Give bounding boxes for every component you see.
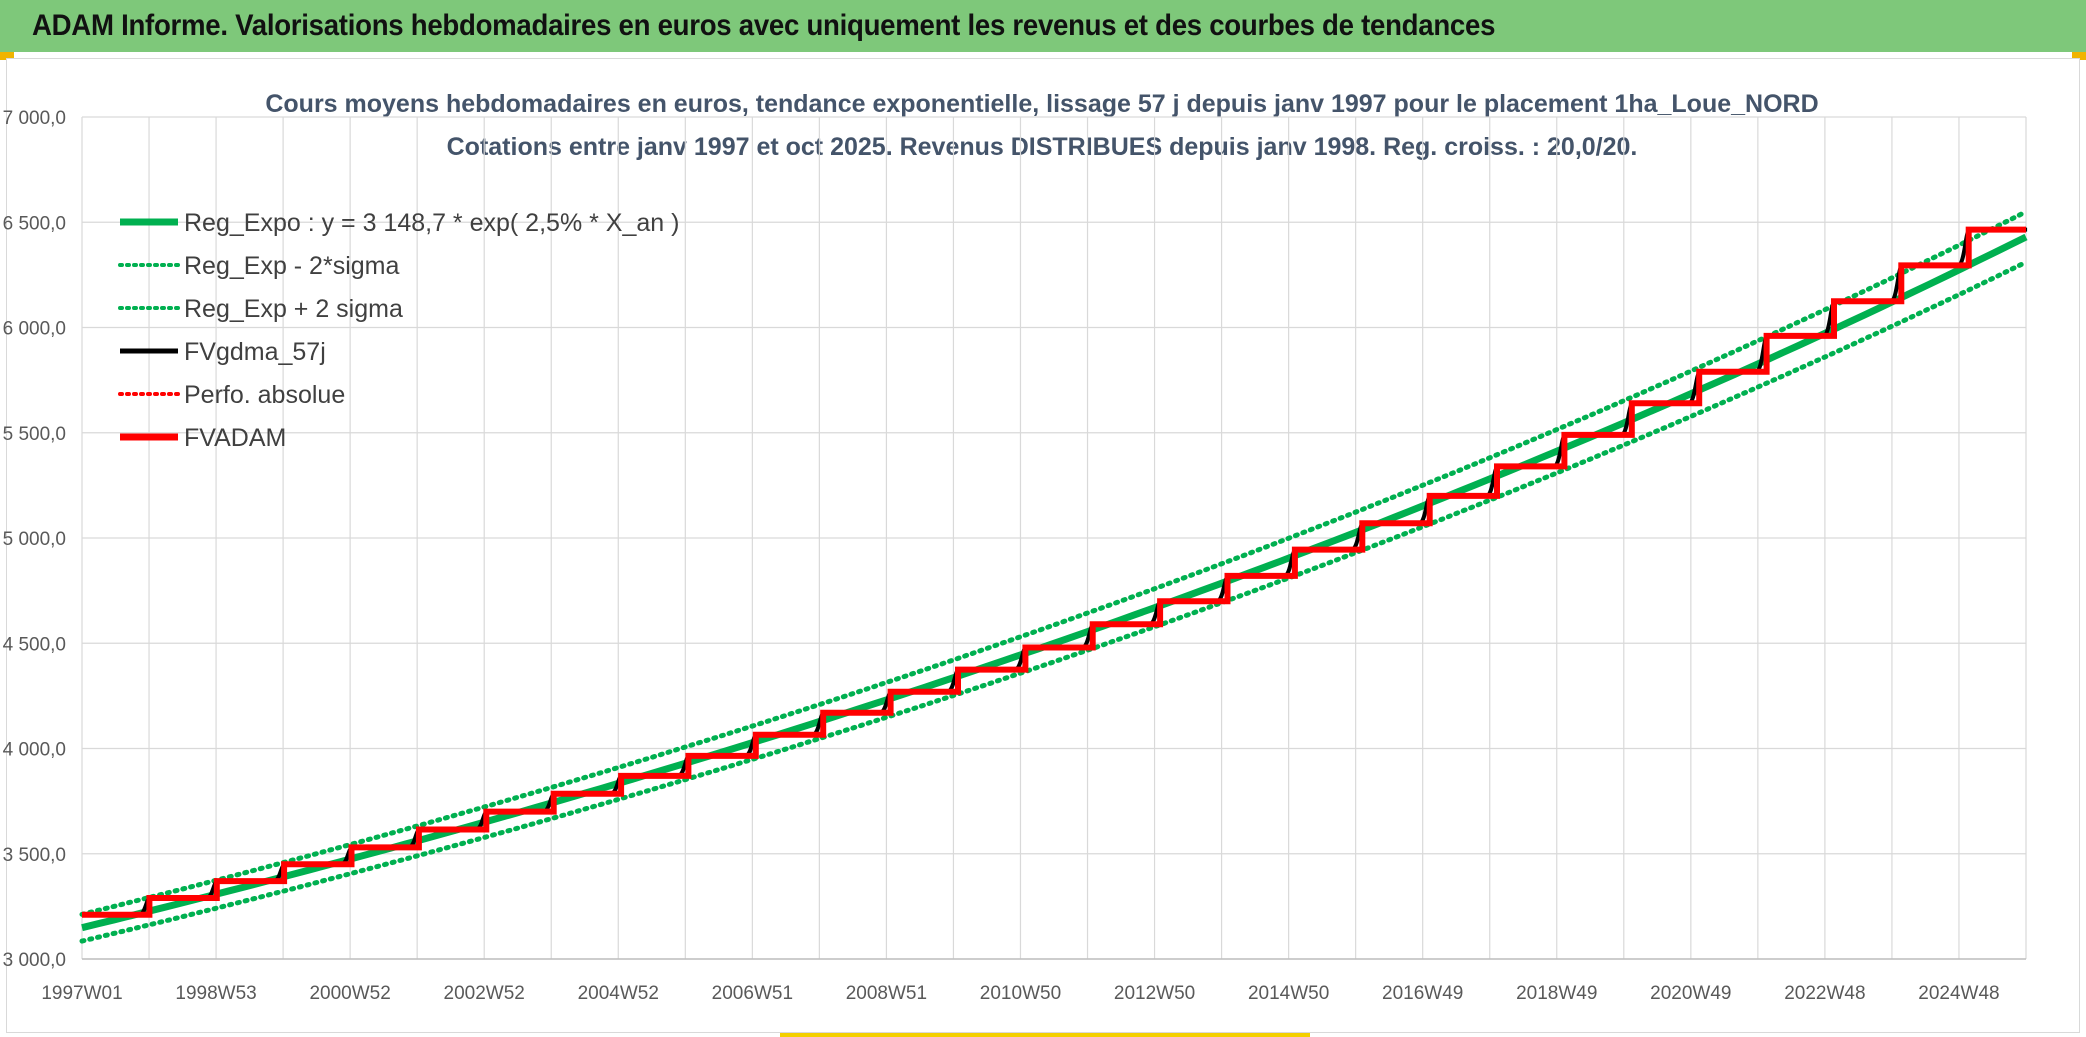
x-tick-label: 2006W51 bbox=[712, 983, 793, 1004]
legend-label: Perfo. absolue bbox=[184, 381, 345, 409]
y-tick-label: 7 000,0 bbox=[3, 108, 66, 129]
x-tick-label: 2020W49 bbox=[1650, 983, 1731, 1004]
series-reg-expo bbox=[81, 233, 2028, 932]
chart-title-line-1: Cours moyens hebdomadaires en euros, ten… bbox=[265, 90, 1818, 118]
grid-layer bbox=[81, 116, 2027, 960]
report-title: ADAM Informe. Valorisations hebdomadaire… bbox=[32, 9, 1496, 42]
y-tick-label: 5 500,0 bbox=[3, 424, 66, 445]
y-tick-label: 4 500,0 bbox=[3, 634, 66, 655]
x-tick-label: 2000W52 bbox=[309, 983, 390, 1004]
y-tick-label: 6 000,0 bbox=[3, 319, 66, 340]
x-tick-label: 1997W01 bbox=[41, 983, 122, 1004]
x-tick-label: 2024W48 bbox=[1918, 983, 1999, 1004]
legend-label: Reg_Exp - 2*sigma bbox=[184, 252, 399, 280]
x-tick-label: 2016W49 bbox=[1382, 983, 1463, 1004]
x-tick-label: 1998W53 bbox=[175, 983, 256, 1004]
legend-entry: Reg_Exp + 2 sigma bbox=[118, 295, 403, 323]
series-reg-exp-minus-2sigma bbox=[79, 259, 2029, 944]
series-fvgdma-57j bbox=[82, 227, 2028, 917]
series-layer bbox=[79, 209, 2029, 944]
legend-label: FVgdma_57j bbox=[184, 338, 326, 366]
y-tick-label: 4 000,0 bbox=[3, 740, 66, 761]
y-tick-label: 3 000,0 bbox=[3, 950, 66, 971]
legend-label: Reg_Expo : y = 3 148,7 * exp( 2,5% * X_a… bbox=[184, 209, 679, 237]
axis-layer: 3 000,0 3 500,0 4 000,0 4 500,0 5 000,0 5 500… bbox=[3, 108, 2026, 1004]
legend-entry: Reg_Expo : y = 3 148,7 * exp( 2,5% * X_a… bbox=[120, 209, 679, 237]
chart-title-line-2: Cotations entre janv 1997 et oct 2025. R… bbox=[447, 133, 1638, 161]
banner-corner-right bbox=[2072, 52, 2086, 60]
x-tick-label: 2014W50 bbox=[1248, 983, 1329, 1004]
x-tick-label: 2004W52 bbox=[578, 983, 659, 1004]
legend-entry: FVADAM bbox=[120, 424, 286, 452]
legend-entry: Reg_Exp - 2*sigma bbox=[118, 252, 399, 280]
x-tick-label: 2002W52 bbox=[444, 983, 525, 1004]
chart-panel bbox=[6, 58, 2080, 1033]
legend-label: Reg_Exp + 2 sigma bbox=[184, 295, 403, 323]
x-tick-label: 2008W51 bbox=[846, 983, 927, 1004]
legend-entry: Perfo. absolue bbox=[118, 381, 345, 409]
y-tick-label: 5 000,0 bbox=[3, 529, 66, 550]
x-tick-label: 2018W49 bbox=[1516, 983, 1597, 1004]
legend-label: FVADAM bbox=[184, 424, 286, 452]
series-reg-exp-plus-2sigma bbox=[79, 209, 2029, 917]
y-tick-label: 3 500,0 bbox=[3, 845, 66, 866]
legend: Reg_Expo : y = 3 148,7 * exp( 2,5% * X_a… bbox=[118, 209, 679, 452]
x-tick-label: 2012W50 bbox=[1114, 983, 1195, 1004]
y-tick-label: 6 500,0 bbox=[3, 213, 66, 234]
x-tick-label: 2022W48 bbox=[1784, 983, 1865, 1004]
bottom-accent-strip bbox=[780, 1033, 1310, 1037]
series-fvadam bbox=[82, 226, 2026, 918]
banner-corner-left bbox=[0, 52, 14, 60]
report-banner: ADAM Informe. Valorisations hebdomadaire… bbox=[0, 0, 2086, 52]
legend-entry: FVgdma_57j bbox=[120, 338, 326, 366]
x-tick-label: 2010W50 bbox=[980, 983, 1061, 1004]
